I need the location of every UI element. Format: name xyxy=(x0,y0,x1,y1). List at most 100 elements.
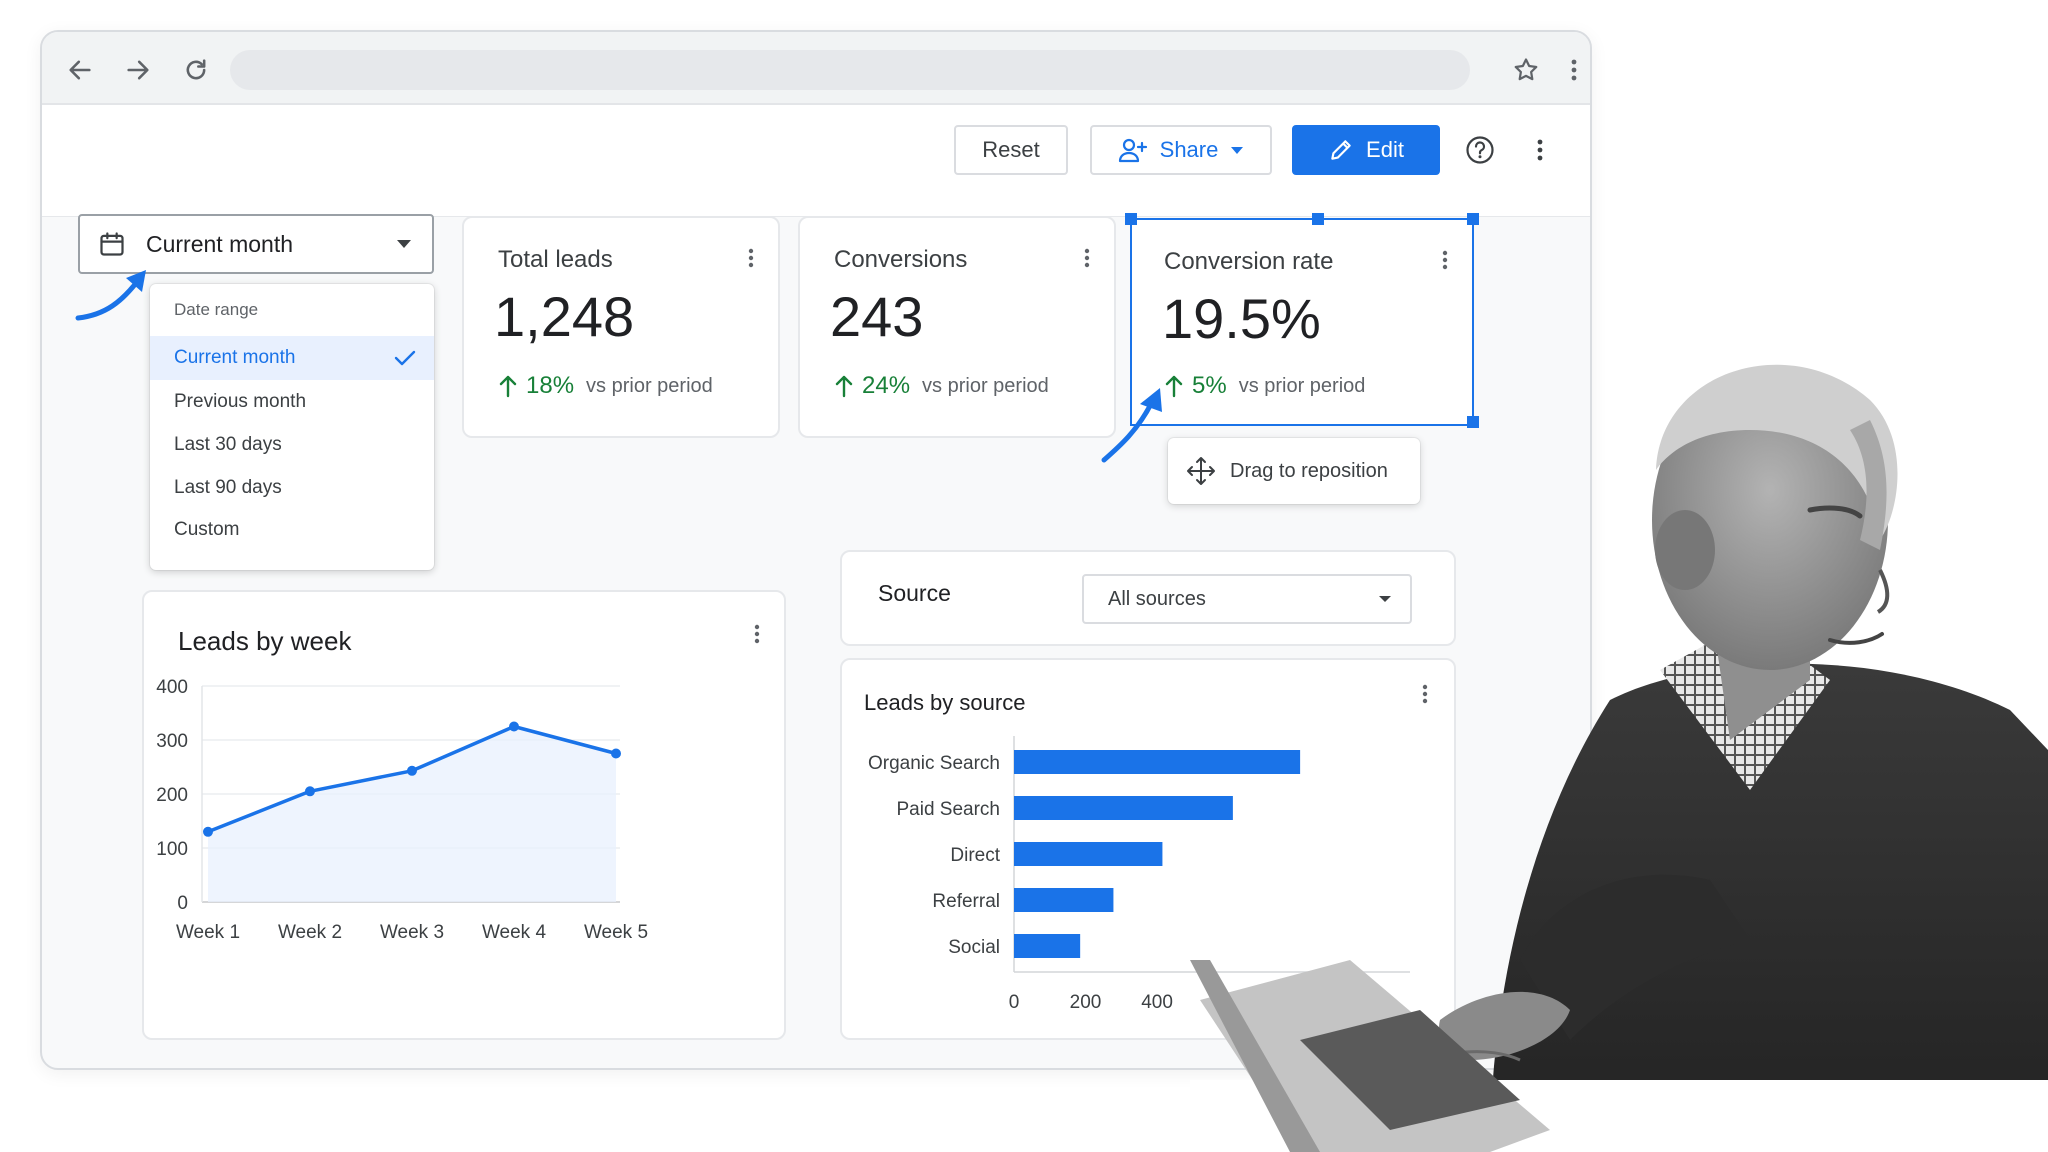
share-caret-down-icon xyxy=(1231,147,1244,154)
menu-item-custom[interactable]: Custom xyxy=(150,508,434,552)
delta-value: 5% xyxy=(1192,372,1227,399)
category-label: Direct xyxy=(950,845,1000,866)
menu-item-current-month[interactable]: Current month xyxy=(150,336,434,380)
arrow-up-icon xyxy=(1165,375,1183,398)
metric-label: Total leads xyxy=(498,246,613,273)
source-select[interactable]: All sources xyxy=(1082,574,1412,624)
help-icon[interactable] xyxy=(1462,132,1498,168)
check-icon xyxy=(394,350,416,366)
metric-card-total-leads[interactable]: Total leads 1,248 18% vs prior period xyxy=(462,216,780,438)
category-label: Paid Search xyxy=(896,799,1000,820)
category-label: Organic Search xyxy=(868,753,1000,774)
x-tick-label: Week 2 xyxy=(278,922,342,943)
dropdown-caret-icon xyxy=(397,240,411,248)
forward-icon[interactable] xyxy=(120,52,156,88)
address-bar[interactable] xyxy=(230,50,1470,90)
resize-handle[interactable] xyxy=(1125,213,1137,225)
dropdown-caret-icon xyxy=(1379,596,1391,602)
menu-item-last-30-days[interactable]: Last 30 days xyxy=(150,423,434,467)
source-select-value: All sources xyxy=(1108,587,1206,610)
date-range-value: Current month xyxy=(146,230,294,257)
resize-handle[interactable] xyxy=(1467,213,1479,225)
bar xyxy=(1014,796,1233,820)
leads-by-week-chart: 0 100 200 300 400 Week 1 Week 2 Week 3 Week 4 Wee… xyxy=(156,677,648,943)
metric-delta: 24% vs prior period xyxy=(834,372,1049,400)
metric-delta: 18% vs prior period xyxy=(498,372,713,400)
reset-label: Reset xyxy=(982,137,1040,162)
tooltip-label: Drag to reposition xyxy=(1230,459,1388,482)
source-filter-label: Source xyxy=(878,580,951,606)
delta-caption: vs prior period xyxy=(922,374,1049,397)
reset-button[interactable]: Reset xyxy=(954,125,1068,175)
metric-label: Conversions xyxy=(834,246,968,273)
x-tick-label: 0 xyxy=(1009,992,1020,1013)
resize-handle[interactable] xyxy=(1312,213,1324,225)
browser-toolbar xyxy=(42,32,1590,105)
x-tick-label: Week 5 xyxy=(584,922,648,943)
leads-by-week-card: Leads by week 0 100 200 300 400 Week 1 Week 2 W… xyxy=(142,590,786,1040)
bar xyxy=(1014,888,1114,912)
bar xyxy=(1014,934,1081,958)
move-icon xyxy=(1187,457,1215,485)
pencil-icon xyxy=(1331,140,1351,160)
arrow-up-icon xyxy=(499,375,517,398)
menu-item-last-90-days[interactable]: Last 90 days xyxy=(150,466,434,510)
reload-icon[interactable] xyxy=(178,52,214,88)
delta-value: 18% xyxy=(526,372,575,399)
date-range-menu: Date range Current month Previous month … xyxy=(150,284,434,570)
menu-header: Date range xyxy=(174,300,259,319)
date-range-select[interactable]: Current month xyxy=(78,214,434,274)
leads-by-source-chart: Organic Search Paid Search Direct Referral S… xyxy=(868,736,1410,1013)
metric-card-conversion-rate[interactable]: Conversion rate 19.5% 5% vs prior period xyxy=(1125,213,1479,428)
chart-title: Leads by week xyxy=(178,626,352,656)
edit-button[interactable]: Edit xyxy=(1292,125,1440,175)
browser-menu-icon[interactable] xyxy=(1556,52,1590,88)
resize-handle[interactable] xyxy=(1467,416,1479,428)
add-person-icon xyxy=(1118,138,1147,163)
card-menu-icon[interactable] xyxy=(1430,242,1460,278)
x-tick-label: Week 1 xyxy=(176,922,240,943)
app-header: Reset Share Edit xyxy=(42,105,1590,217)
share-label: Share xyxy=(1159,137,1219,162)
data-point xyxy=(305,786,315,797)
arrow-up-icon xyxy=(835,375,853,398)
delta-value: 24% xyxy=(862,372,911,399)
person-with-laptop-image xyxy=(1190,364,2048,1152)
delta-caption: vs prior period xyxy=(586,374,713,397)
metric-label: Conversion rate xyxy=(1164,248,1334,275)
y-tick-label: 200 xyxy=(156,785,188,806)
y-tick-label: 100 xyxy=(156,839,188,860)
category-label: Referral xyxy=(932,891,1000,912)
y-tick-label: 400 xyxy=(156,677,188,698)
data-point xyxy=(509,721,519,732)
more-options-icon[interactable] xyxy=(1522,132,1558,168)
back-icon[interactable] xyxy=(62,52,98,88)
menu-item-label: Previous month xyxy=(174,391,307,412)
category-label: Social xyxy=(948,937,1000,958)
browser-window: Reset Share Edit Current month Date rang… xyxy=(40,30,1592,1070)
x-tick-label: Week 3 xyxy=(380,922,444,943)
card-menu-icon[interactable] xyxy=(1072,240,1102,276)
x-tick-label: Week 4 xyxy=(482,922,547,943)
bar xyxy=(1014,842,1163,866)
annotation-arrow xyxy=(1101,388,1162,463)
drag-tooltip: Drag to reposition xyxy=(1168,438,1420,504)
metric-value: 243 xyxy=(830,285,924,348)
metric-value: 19.5% xyxy=(1162,287,1321,350)
metric-delta: 5% vs prior period xyxy=(1164,372,1365,400)
metric-value: 1,248 xyxy=(494,285,635,348)
bookmark-star-icon[interactable] xyxy=(1508,52,1544,88)
card-menu-icon[interactable] xyxy=(742,616,772,652)
menu-item-label: Current month xyxy=(174,347,296,368)
card-menu-icon[interactable] xyxy=(736,240,766,276)
card-menu-icon[interactable] xyxy=(1410,676,1440,712)
annotation-arrow xyxy=(75,270,146,321)
metric-card-conversions[interactable]: Conversions 243 24% vs prior period xyxy=(798,216,1116,438)
y-tick-label: 300 xyxy=(156,731,188,752)
data-point xyxy=(407,765,417,776)
x-tick-label: 200 xyxy=(1070,992,1102,1013)
menu-item-previous-month[interactable]: Previous month xyxy=(150,380,434,424)
share-button[interactable]: Share xyxy=(1090,125,1272,175)
menu-item-label: Custom xyxy=(174,519,240,540)
x-tick-label: 400 xyxy=(1141,992,1173,1013)
